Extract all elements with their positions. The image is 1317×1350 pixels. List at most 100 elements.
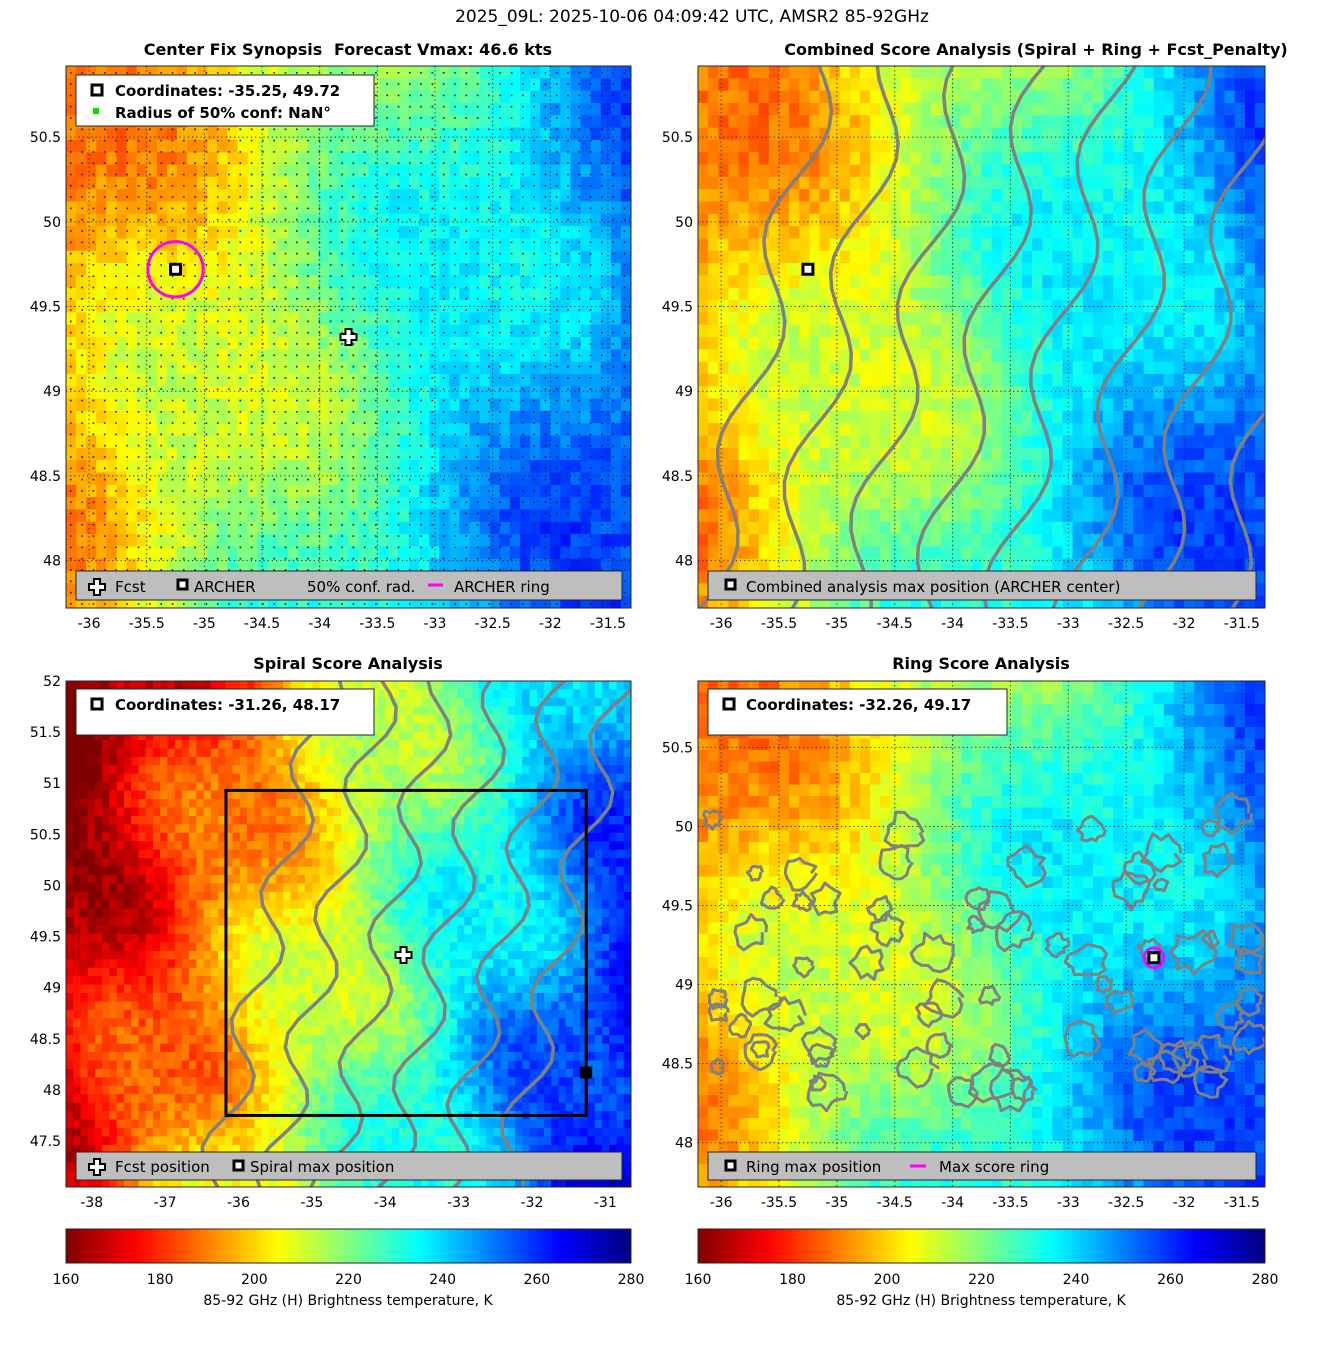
heatmap-cell	[187, 546, 198, 560]
heatmap-cell	[146, 521, 158, 535]
stipple-dot	[126, 298, 129, 300]
stipple-dot	[318, 207, 321, 210]
stipple-dot	[352, 207, 355, 210]
stipple-dot	[149, 230, 151, 232]
heatmap-cell	[76, 250, 87, 264]
heatmap-cell	[570, 509, 582, 523]
stipple-dot	[284, 139, 287, 142]
heatmap-cell	[439, 312, 450, 326]
stipple-dot	[612, 83, 614, 85]
stipple-dot	[533, 230, 535, 232]
stipple-dot	[522, 388, 524, 390]
heatmap-cell	[146, 152, 158, 166]
heatmap-cell	[227, 558, 239, 572]
stipple-dot	[216, 557, 219, 560]
heatmap-cell	[449, 250, 461, 264]
stipple-dot	[409, 512, 411, 515]
stipple-dot	[205, 456, 208, 458]
stipple-dot	[612, 252, 614, 255]
stipple-dot	[239, 399, 242, 402]
stipple-dot	[194, 298, 196, 300]
heatmap-cell	[146, 410, 158, 424]
stipple-dot	[420, 343, 422, 345]
heatmap-cell	[257, 275, 269, 289]
heatmap-cell	[580, 410, 592, 424]
heatmap-cell	[136, 201, 148, 215]
heatmap-cell	[298, 558, 309, 572]
heatmap-cell	[298, 349, 309, 363]
stipple-dot	[488, 275, 490, 277]
stipple-dot	[296, 603, 298, 605]
heatmap-cell	[580, 189, 592, 203]
heatmap-cell	[197, 361, 208, 375]
stipple-dot	[589, 241, 592, 244]
heatmap-cell	[287, 447, 299, 461]
stipple-dot	[510, 535, 513, 537]
heatmap-cell	[338, 213, 350, 227]
stipple-dot	[544, 320, 547, 323]
stipple-dot	[499, 535, 501, 537]
heatmap-cell	[237, 164, 249, 178]
stipple-dot	[612, 365, 614, 368]
heatmap-cell	[860, 66, 871, 79]
heatmap-cell	[358, 373, 370, 387]
stipple-dot	[307, 252, 309, 255]
stipple-dot	[273, 241, 275, 244]
stipple-dot	[81, 173, 83, 176]
heatmap-cell	[499, 324, 511, 338]
heatmap-cell	[520, 226, 531, 240]
stipple-dot	[386, 467, 388, 470]
stipple-dot	[341, 343, 343, 345]
stipple-dot	[375, 105, 377, 108]
stipple-dot	[250, 557, 253, 560]
stipple-dot	[488, 467, 490, 470]
heatmap-cell	[237, 447, 249, 461]
heatmap-cell	[469, 497, 481, 511]
heatmap-cell	[550, 102, 561, 116]
heatmap-cell	[590, 263, 602, 277]
stipple-dot	[296, 377, 298, 379]
stipple-dot	[363, 399, 366, 402]
heatmap-cell	[600, 213, 612, 227]
heatmap-cell	[176, 423, 188, 437]
heatmap-cell	[86, 398, 97, 412]
heatmap-cell	[449, 435, 461, 449]
stipple-dot	[284, 207, 287, 210]
heatmap-cell	[580, 373, 592, 387]
stipple-dot	[273, 399, 275, 402]
heatmap-cell	[520, 324, 531, 338]
stipple-dot	[386, 546, 388, 549]
stipple-dot	[465, 490, 468, 492]
heatmap-cell	[398, 435, 410, 449]
stipple-dot	[375, 241, 377, 244]
stipple-dot	[103, 173, 106, 176]
stipple-dot	[623, 467, 626, 470]
stipple-dot	[352, 557, 355, 560]
stipple-dot	[205, 128, 208, 131]
heatmap-cell	[610, 90, 622, 104]
stipple-dot	[262, 512, 264, 515]
heatmap-cell	[227, 546, 239, 560]
heatmap-cell	[96, 275, 107, 289]
heatmap-cell	[146, 238, 158, 252]
heatmap-cell	[267, 472, 279, 486]
stipple-dot	[420, 241, 422, 244]
stipple-dot	[533, 478, 535, 481]
stipple-dot	[522, 275, 524, 277]
stipple-dot	[375, 72, 377, 74]
heatmap-cell	[86, 127, 97, 141]
x-tick-label: -31.5	[590, 616, 626, 632]
stipple-dot	[183, 444, 185, 447]
heatmap-cell	[489, 66, 501, 79]
stipple-dot	[442, 207, 445, 210]
stipple-dot	[216, 185, 219, 187]
stipple-dot	[386, 286, 388, 289]
stipple-dot	[522, 173, 524, 176]
heatmap-cell	[257, 189, 269, 203]
heatmap-cell	[479, 521, 491, 535]
stipple-dot	[149, 162, 151, 164]
heatmap-cell	[257, 324, 269, 338]
heatmap-cell	[479, 102, 491, 116]
stipple-dot	[375, 94, 377, 97]
heatmap-cell	[499, 460, 511, 474]
